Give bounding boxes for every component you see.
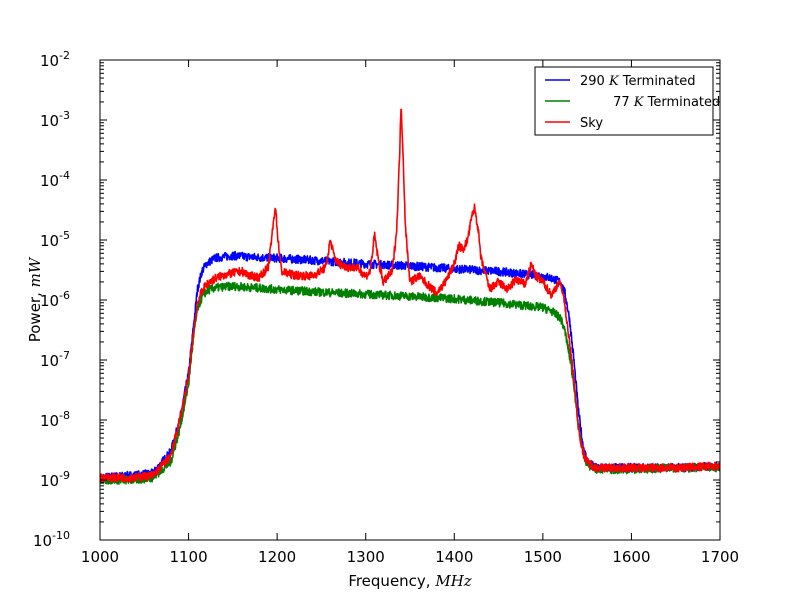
legend: 290 K Terminated 77 K Terminated Sky bbox=[534, 66, 741, 136]
series-group bbox=[100, 108, 720, 485]
x-tick-label: 1100 bbox=[169, 548, 207, 566]
x-tick-label: 1400 bbox=[435, 548, 473, 566]
y-axis-title: Power, mW bbox=[26, 256, 44, 342]
legend-label-sky: Sky bbox=[580, 116, 603, 131]
x-tick-label: 1000 bbox=[81, 548, 119, 566]
y-axis-title-text: Power, bbox=[26, 287, 44, 342]
legend-label-290k: 290 K Terminated bbox=[580, 74, 695, 89]
x-tick-label: 1600 bbox=[612, 548, 650, 566]
series-line-0 bbox=[100, 250, 720, 482]
x-tick-label: 1300 bbox=[347, 548, 385, 566]
y-axis-title-unit: mW bbox=[26, 256, 44, 287]
x-tick-label: 1700 bbox=[701, 548, 739, 566]
legend-label-77k: 77 K Terminated bbox=[580, 95, 741, 110]
x-axis-title-unit: MHz bbox=[434, 572, 471, 590]
x-tick-label: 1200 bbox=[258, 548, 296, 566]
series-line-2 bbox=[100, 108, 720, 483]
x-tick-label: 1500 bbox=[524, 548, 562, 566]
x-axis-title: Frequency, MHz bbox=[348, 572, 471, 590]
x-axis-title-text: Frequency, bbox=[348, 572, 435, 590]
x-axis: 1000 1100 1200 1300 1400 1500 1600 1700 bbox=[81, 60, 739, 566]
plot-area bbox=[100, 108, 720, 485]
